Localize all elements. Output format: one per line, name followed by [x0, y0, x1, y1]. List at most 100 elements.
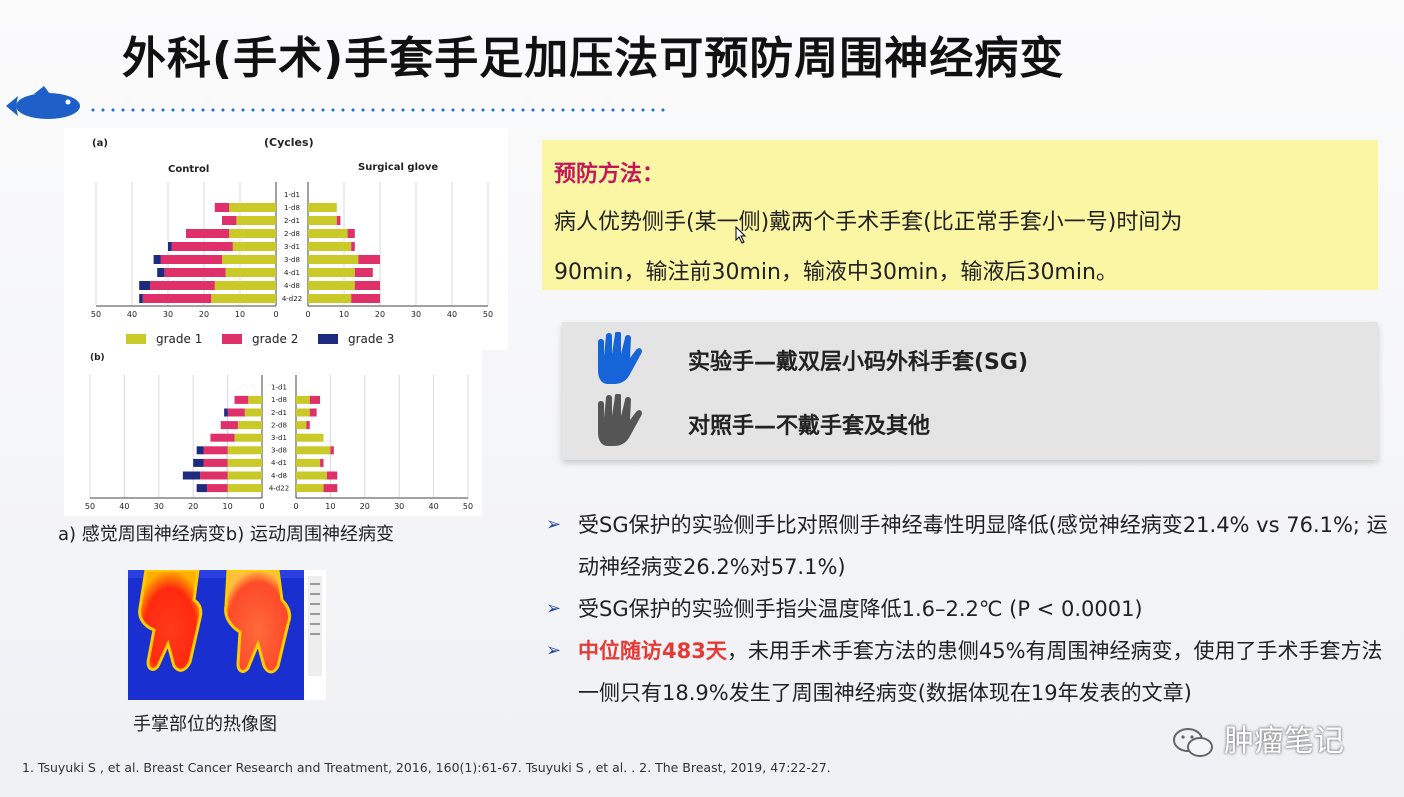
b-category-4-d8: 4-d8 [271, 472, 287, 480]
chart-0-bar-4-d22-grade2 [142, 294, 212, 303]
chart-2-bar-3-d8-grade2 [203, 446, 228, 455]
method-title: 预防方法： [554, 162, 665, 187]
chart-1-bar-2-d1-grade2 [336, 216, 341, 225]
chart-2-bar-3-d1-grade2 [210, 433, 235, 442]
chart-1-bar-4-d8-grade1 [308, 281, 355, 290]
chart-1-bar-3-d1-grade1 [308, 242, 352, 251]
b-category-1-d1: 1-d1 [271, 384, 287, 392]
bare-hand-icon [598, 394, 642, 446]
figure-caption: a) 感觉周围神经病变b) 运动周围神经病变 [58, 524, 394, 545]
b-category-2-d1: 2-d1 [271, 409, 287, 417]
chart-2-bar-1-d8-grade2 [234, 395, 249, 404]
chart-2-bar-4-d8-grade2 [200, 471, 228, 480]
chart-2-bar-3-d8-grade1 [227, 446, 262, 455]
chart-2-bar-2-d8-grade2 [220, 421, 238, 430]
surgical-glove-title: Surgical glove [358, 162, 438, 173]
legend-grade2: grade 2 [252, 332, 298, 346]
b-right-tick-50: 50 [463, 502, 473, 511]
a-category-3-d8: 3-d8 [284, 256, 300, 264]
chart-3-bar-2-d1-grade1 [296, 408, 310, 417]
hands-legend-box: 实验手—戴双层小码外科手套(SG) 对照手—不戴手套及其他 [562, 322, 1378, 460]
arrow-bullet-icon: ➢ [546, 514, 562, 535]
chart-3-bar-2-d8-grade1 [296, 421, 307, 430]
legend-grade2-swatch [222, 334, 242, 344]
method-box: 预防方法： 病人优势侧手(某一侧)戴两个手术手套(比正常手套小一号)时间为 90… [542, 140, 1378, 290]
b-left-tick-10: 10 [223, 502, 233, 511]
chart-0-bar-4-d8-grade1 [214, 281, 276, 290]
title-divider [88, 108, 670, 112]
fish-logo-icon [6, 86, 80, 119]
figure-a-unit: (Cycles) [264, 136, 314, 149]
findings-list: ➢ 受SG保护的实验侧手比对照侧手神经毒性明显降低(感觉神经病变21.4% vs… [546, 504, 1392, 714]
b-left-tick-40: 40 [119, 502, 129, 511]
chart-3-bar-4-d1-grade2 [320, 458, 324, 467]
chart-3-bar-4-d22-grade1 [296, 484, 324, 493]
chart-2-bar-3-d8-grade3 [196, 446, 204, 455]
chart-0-bar-4-d1-grade3 [157, 268, 165, 277]
chart-3-bar-4-d1-grade1 [296, 458, 321, 467]
b-category-2-d8: 2-d8 [271, 421, 287, 429]
a-right-tick-0: 0 [305, 310, 310, 319]
finding-3: ➢ 中位随访483天，未用手术手套方法的患侧45%有周围神经病变，使用了手术手套… [546, 630, 1392, 714]
a-left-tick-30: 30 [163, 310, 173, 319]
chart-3-bar-3-d8-grade1 [296, 446, 331, 455]
chart-1-bar-3-d8-grade1 [308, 255, 359, 264]
chart-2-bar-2-d1-grade1 [244, 408, 262, 417]
figure-b-chart: (b) 1-d1 1-d8 2-d1 2-d8 3-d1 3-d8 4-d1 4-d8 4-d2… [85, 353, 473, 511]
method-line-1: 病人优势侧手(某一侧)戴两个手术手套(比正常手套小一号)时间为 [554, 210, 1183, 235]
a-category-4-d8: 4-d8 [284, 282, 300, 290]
figure-a-legend: grade 1 grade 2 grade 3 [126, 332, 394, 346]
chart-0-bar-4-d1-grade1 [225, 268, 276, 277]
chart-2-bar-4-d1-grade2 [203, 458, 228, 467]
chart-0-bar-2-d8-grade1 [229, 229, 276, 238]
b-right-tick-10: 10 [325, 502, 335, 511]
a-left-tick-40: 40 [127, 310, 137, 319]
reference-citation: 1. Tsuyuki S , et al. Breast Cancer Rese… [22, 760, 831, 775]
figure-b-label: (b) [90, 353, 105, 363]
finding-3-highlight: 中位随访483天 [578, 639, 727, 663]
legend-grade3: grade 3 [348, 332, 394, 346]
chart-2-bar-1-d8-grade1 [248, 395, 262, 404]
chart-2-bar-4-d1-grade1 [227, 458, 262, 467]
a-left-tick-20: 20 [199, 310, 209, 319]
chart-2-bar-2-d8-grade1 [237, 421, 262, 430]
finding-2: ➢ 受SG保护的实验侧手指尖温度降低1.6–2.2℃ (P < 0.0001) [546, 588, 1392, 630]
control-hand-label: 对照手—不戴手套及其他 [688, 414, 931, 439]
a-left-tick-0: 0 [273, 310, 278, 319]
chart-1-bar-4-d1-grade2 [354, 268, 373, 277]
chart-1-bar-3-d1-grade2 [351, 242, 355, 251]
slide-title: 外科(手术)手套手足加压法可预防周围神经病变 [122, 33, 1065, 84]
legend-grade1-swatch [126, 334, 146, 344]
legend-grade1: grade 1 [156, 332, 202, 346]
b-left-tick-20: 20 [188, 502, 198, 511]
chart-3-bar-1-d8-grade1 [296, 395, 310, 404]
figure-b: (b) 1-d1 1-d8 2-d1 2-d8 3-d1 3-d8 4-d1 4-d8 4-d2… [64, 348, 482, 516]
chart-3-bar-4-d22-grade2 [323, 484, 338, 493]
chart-3-bar-4-d8-grade1 [296, 471, 327, 480]
chart-0-bar-2-d1-grade1 [236, 216, 276, 225]
a-left-tick-10: 10 [235, 310, 245, 319]
a-category-4-d1: 4-d1 [284, 269, 300, 277]
b-category-3-d8: 3-d8 [271, 447, 287, 455]
chart-2-bar-4-d22-grade3 [196, 484, 207, 493]
chart-0-bar-2-d8-grade2 [186, 229, 230, 238]
chart-0-bar-3-d8-grade2 [160, 255, 222, 264]
thermal-caption: 手掌部位的热像图 [133, 714, 277, 735]
a-category-2-d8: 2-d8 [284, 230, 300, 238]
a-right-tick-30: 30 [411, 310, 421, 319]
control-title: Control [168, 164, 209, 175]
arrow-bullet-icon: ➢ [546, 640, 562, 661]
figure-a-label: (a) [92, 138, 108, 149]
chart-0-bar-3-d8-grade3 [153, 255, 161, 264]
a-category-1-d1: 1-d1 [284, 191, 300, 199]
b-right-tick-40: 40 [429, 502, 439, 511]
a-right-tick-40: 40 [447, 310, 457, 319]
watermark-text: 肿瘤笔记 [1224, 724, 1344, 759]
chart-3-bar-1-d8-grade2 [309, 395, 321, 404]
a-category-3-d1: 3-d1 [284, 243, 300, 251]
a-right-tick-10: 10 [339, 310, 349, 319]
b-left-tick-50: 50 [85, 502, 95, 511]
chart-1-bar-3-d8-grade2 [358, 255, 380, 264]
chart-1-bar-4-d22-grade1 [308, 294, 352, 303]
